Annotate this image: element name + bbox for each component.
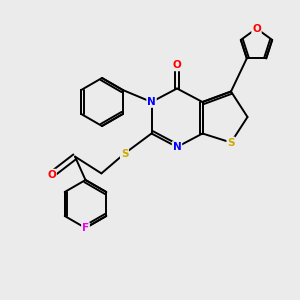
Text: S: S xyxy=(227,137,235,148)
Text: O: O xyxy=(47,169,56,180)
Text: N: N xyxy=(172,142,182,152)
Text: F: F xyxy=(82,223,89,233)
Text: O: O xyxy=(172,60,182,70)
Text: N: N xyxy=(147,97,156,107)
Text: O: O xyxy=(252,23,261,34)
Text: S: S xyxy=(121,148,128,159)
